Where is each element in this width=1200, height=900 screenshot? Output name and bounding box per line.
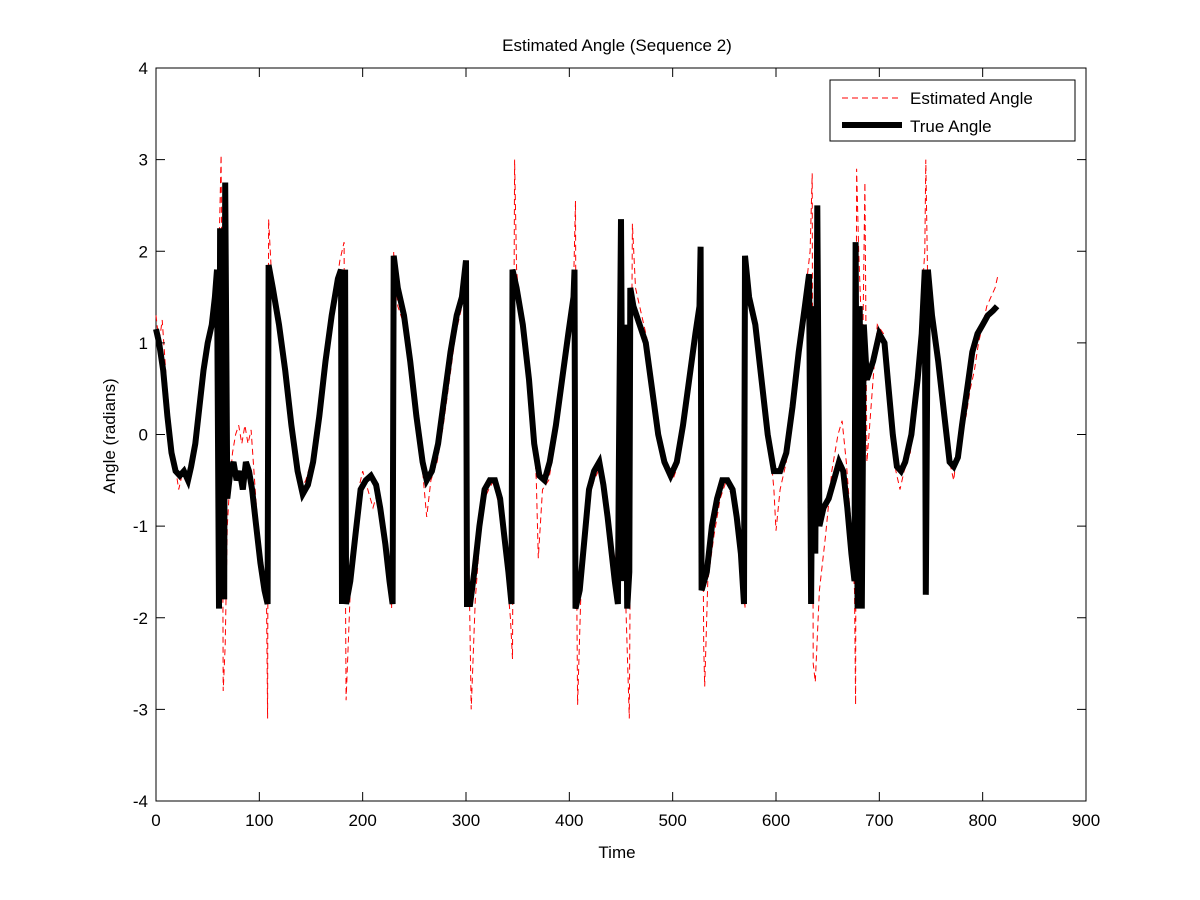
x-tick-label: 700 (865, 811, 893, 830)
y-tick-label: -2 (133, 609, 148, 628)
x-tick-label: 300 (452, 811, 480, 830)
y-tick-label: -1 (133, 517, 148, 536)
y-tick-label: 1 (139, 334, 148, 353)
y-tick-label: 3 (139, 151, 148, 170)
y-tick-label: 4 (139, 59, 148, 78)
y-tick-label: 2 (139, 242, 148, 261)
series-line-true-angle (153, 182, 1000, 610)
legend-box (829, 79, 1076, 142)
y-axis-label: Angle (radians) (100, 378, 119, 493)
y-tick-label: 0 (139, 426, 148, 445)
x-tick-label: 900 (1072, 811, 1100, 830)
x-tick-label: 0 (151, 811, 160, 830)
chart-title: Estimated Angle (Sequence 2) (502, 36, 732, 55)
x-axis-label: Time (598, 843, 635, 862)
legend-estimated-label: Estimated Angle (910, 89, 1033, 108)
x-tick-label: 200 (348, 811, 376, 830)
series-line-estimated-angle (155, 154, 999, 719)
x-tick-label: 600 (762, 811, 790, 830)
legend: Estimated Angle True Angle (829, 79, 1076, 142)
y-tick-label: -4 (133, 792, 148, 811)
tick-layer: 0 100 200 300 400 500 600 700 800 900 -4 -3 -2 -1 0 1 2 3… (133, 59, 1100, 830)
x-tick-label: 800 (968, 811, 996, 830)
x-tick-label: 100 (245, 811, 273, 830)
series-layer (153, 154, 1000, 719)
x-tick-label: 400 (555, 811, 583, 830)
legend-true-label: True Angle (910, 117, 992, 136)
x-tick-label: 500 (658, 811, 686, 830)
y-tick-label: -3 (133, 700, 148, 719)
